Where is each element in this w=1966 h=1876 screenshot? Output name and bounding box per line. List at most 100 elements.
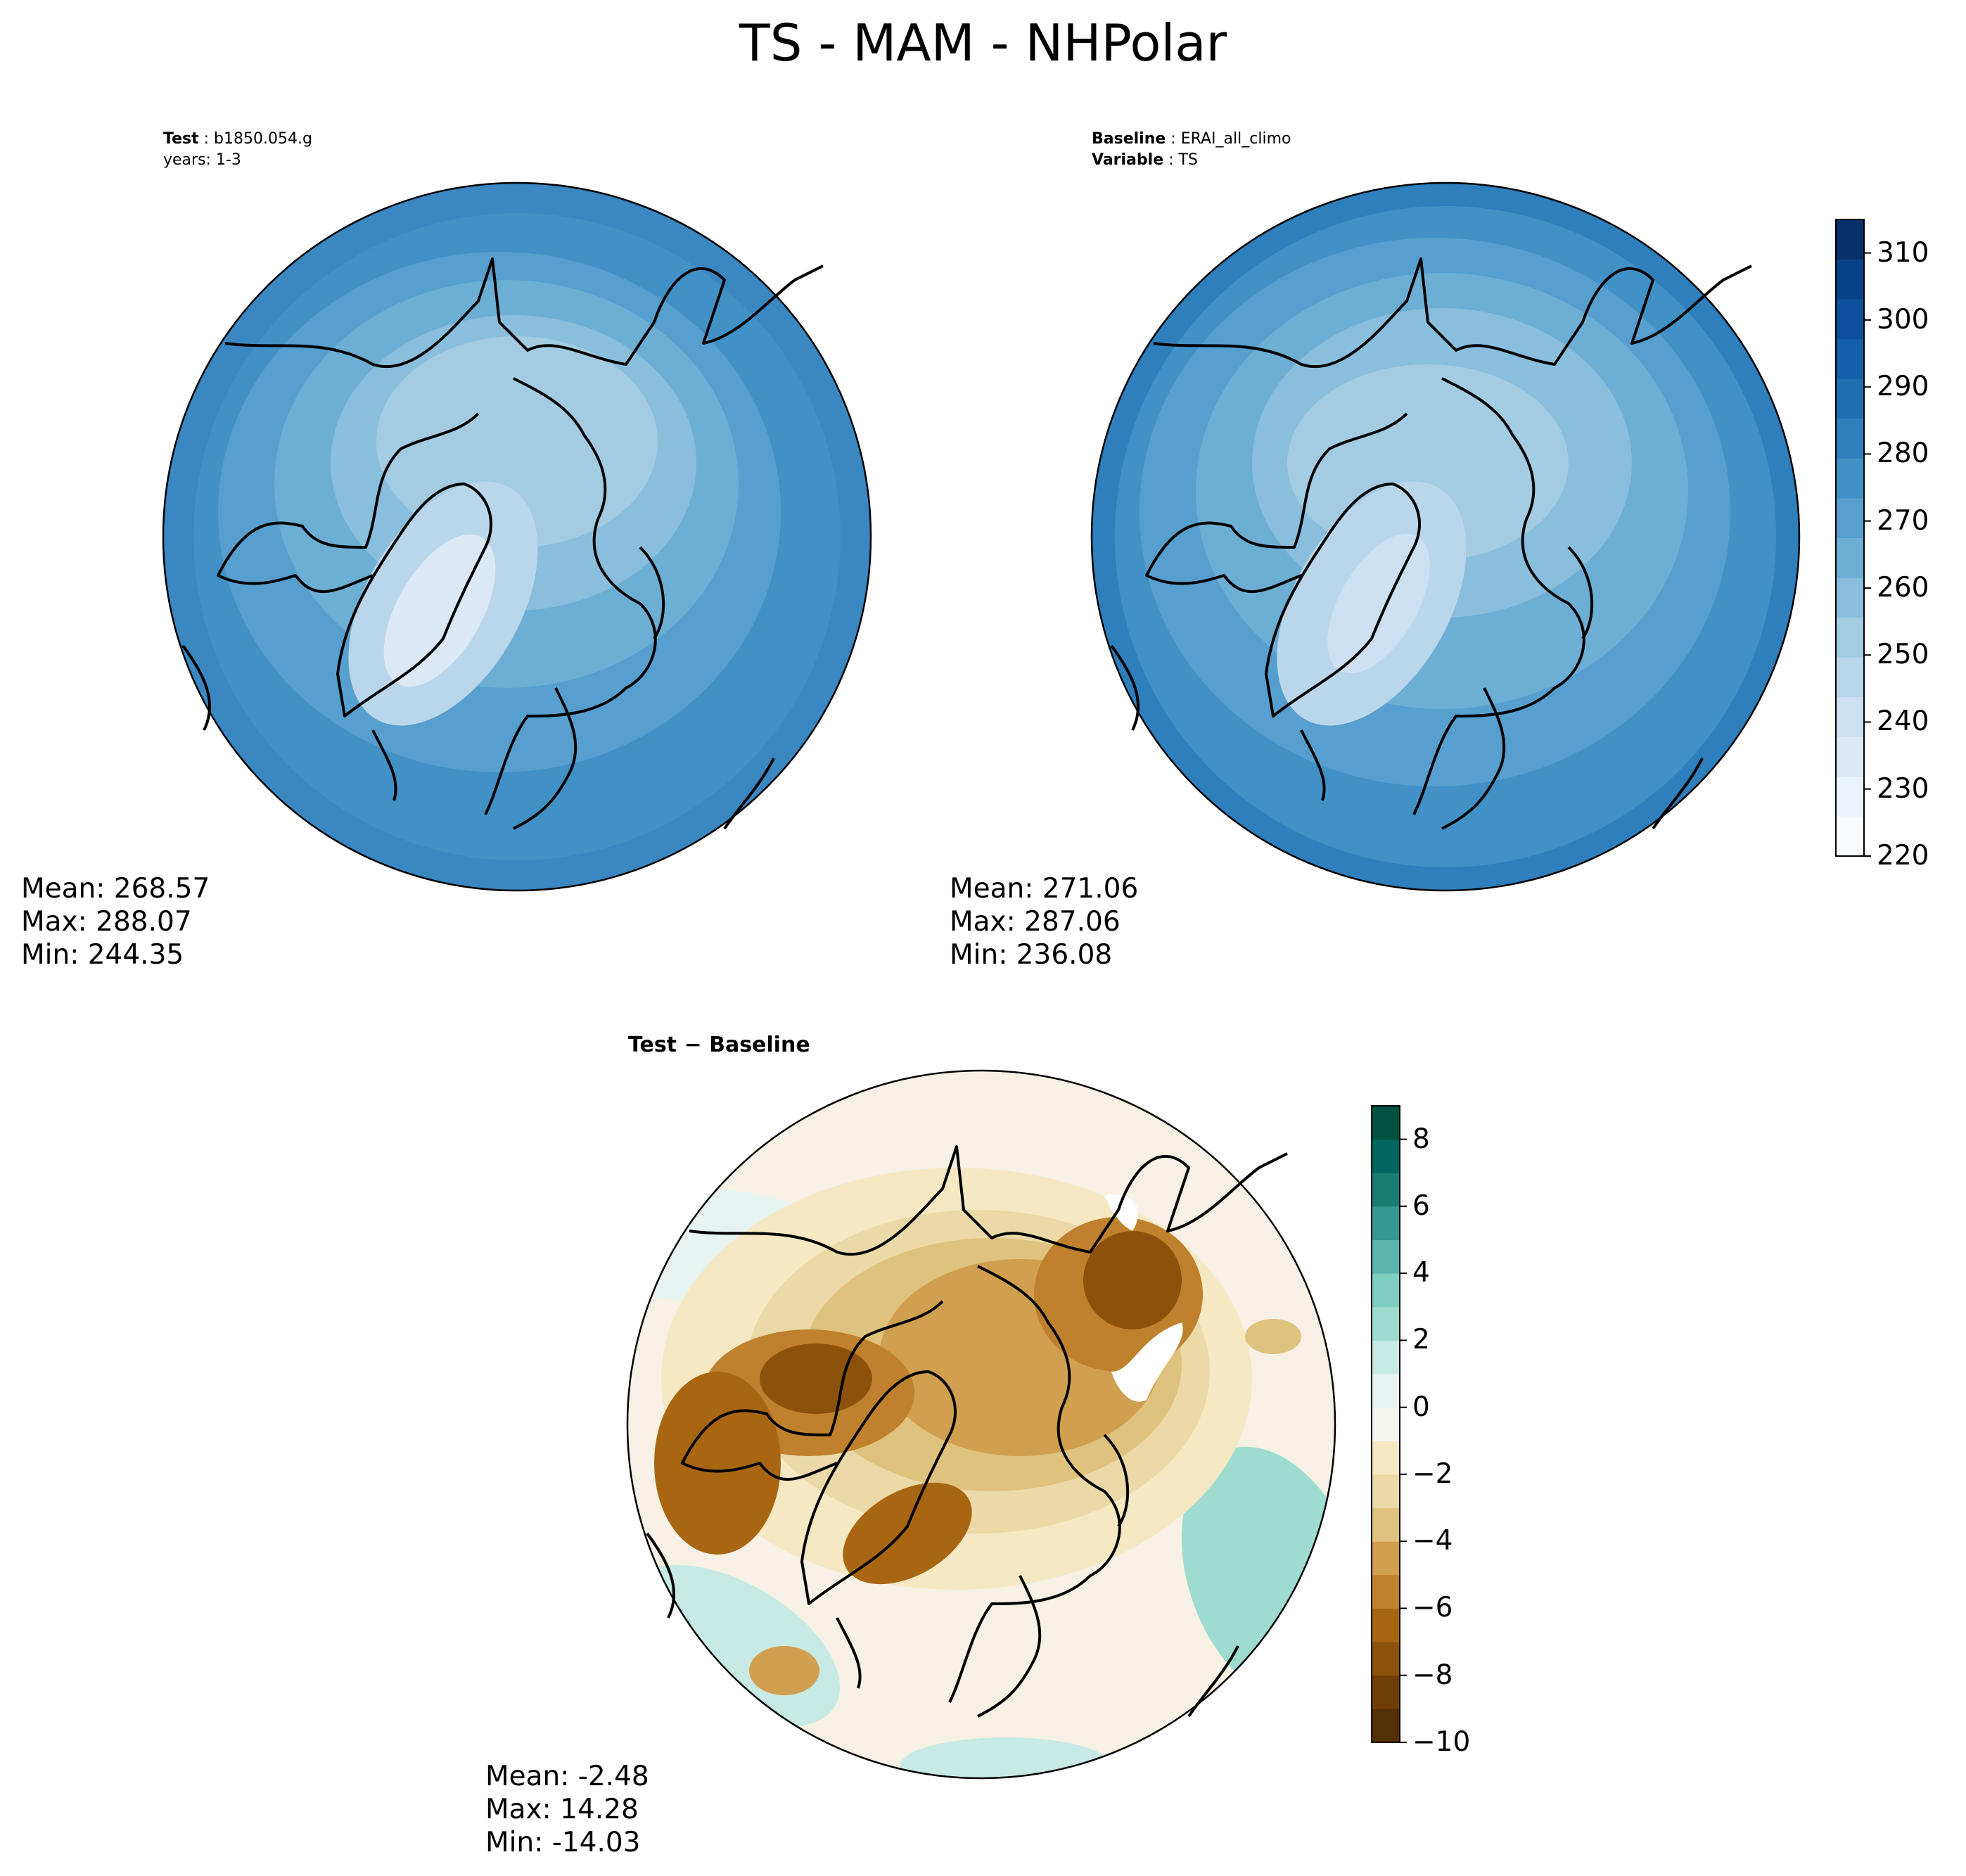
colorbar-bottom-tick-label: −10 <box>1412 1726 1471 1758</box>
colorbar-bottom-segment <box>1372 1574 1400 1609</box>
baseline-map-border <box>1090 181 1801 892</box>
colorbar-bottom-tick-label: −6 <box>1412 1592 1453 1624</box>
colorbar-bottom-tick-label: −4 <box>1412 1525 1453 1557</box>
colorbar-bottom-frame <box>1371 1105 1400 1743</box>
test-stat-mean: Mean: 268.57 <box>21 873 210 905</box>
baseline-stats: Mean: 271.06 Max: 287.06 Min: 236.08 <box>950 872 1138 971</box>
colorbar-bottom-segment <box>1372 1306 1400 1341</box>
colorbar-bottom <box>1371 1105 1407 1743</box>
colorbar-bottom-tick-label: 2 <box>1412 1324 1430 1356</box>
colorbar-top-segment <box>1836 497 1864 538</box>
colorbar-top-segment <box>1836 578 1864 618</box>
diff-title-test: Test <box>628 1033 677 1057</box>
diff-field-far-w <box>654 1372 781 1555</box>
colorbar-top-segment <box>1836 537 1864 578</box>
figure-title: TS - MAM - NHPolar <box>739 13 1227 72</box>
baseline-variable-key: Variable <box>1092 151 1164 169</box>
diff-field-e-spot <box>1245 1319 1301 1354</box>
colorbar-top <box>1835 219 1871 857</box>
diff-stat-min: Min: -14.03 <box>485 1827 641 1858</box>
test-label: Test : b1850.054.g <box>163 130 312 148</box>
diff-stat-max: Max: 14.28 <box>485 1794 639 1825</box>
test-label-value: b1850.054.g <box>214 130 312 148</box>
baseline-label: Baseline : ERAI_all_climo <box>1092 130 1291 148</box>
test-stats: Mean: 268.57 Max: 288.07 Min: 244.35 <box>21 872 210 971</box>
colorbar-bottom-segment <box>1372 1407 1400 1441</box>
test-years: years: 1-3 <box>163 151 241 169</box>
baseline-label-key: Baseline <box>1092 130 1166 148</box>
diff-map <box>626 1069 1336 1780</box>
test-map-border <box>162 181 872 892</box>
colorbar-top-segment <box>1836 617 1864 658</box>
colorbar-bottom-tick-label: −2 <box>1412 1457 1453 1490</box>
diff-title: Test − Baseline <box>628 1033 810 1057</box>
test-stat-min: Min: 244.35 <box>21 939 184 971</box>
colorbar-top-segment <box>1836 657 1864 698</box>
colorbar-top-segment <box>1836 378 1864 419</box>
diff-field-missing-2 <box>1111 1322 1183 1402</box>
diff-field-sw-spot <box>749 1646 819 1695</box>
baseline-coastlines <box>1110 257 1752 830</box>
colorbar-top-segment <box>1836 736 1864 777</box>
test-coastlines <box>181 257 824 830</box>
baseline-variable: Variable : TS <box>1092 151 1198 169</box>
baseline-stat-min: Min: 236.08 <box>950 939 1113 971</box>
test-label-key: Test <box>163 130 199 148</box>
diff-field-w-core <box>760 1344 872 1414</box>
colorbar-bottom-tick-label: 8 <box>1412 1123 1430 1155</box>
colorbar-bottom-segment <box>1372 1709 1400 1743</box>
colorbar-bottom-segment <box>1372 1106 1400 1140</box>
diff-stat-mean: Mean: -2.48 <box>485 1761 649 1792</box>
baseline-label-value: ERAI_all_climo <box>1180 130 1291 148</box>
colorbar-bottom-segment <box>1372 1441 1400 1475</box>
colorbar-top-tick-label: 300 <box>1877 303 1929 336</box>
colorbar-top-tick-label: 310 <box>1877 236 1929 269</box>
test-map <box>162 181 872 892</box>
diff-title-sep: − <box>684 1033 702 1057</box>
diff-map-border <box>626 1069 1336 1780</box>
colorbar-top-segment <box>1836 458 1864 499</box>
diff-field-missing-1 <box>1104 1194 1138 1231</box>
colorbar-bottom-segment <box>1372 1206 1400 1241</box>
colorbar-top-segment <box>1836 299 1864 340</box>
colorbar-top-tick-label: 240 <box>1877 706 1929 738</box>
diff-field-ne-core <box>1083 1231 1182 1329</box>
colorbar-bottom-tick-label: 0 <box>1412 1391 1430 1423</box>
colorbar-top-tick-label: 250 <box>1877 639 1929 671</box>
colorbar-bottom-segment <box>1372 1340 1400 1374</box>
test-field-greenland-core <box>383 534 496 687</box>
baseline-stat-max: Max: 287.06 <box>950 906 1121 938</box>
colorbar-top-segment <box>1836 418 1864 459</box>
colorbar-top-segment <box>1836 816 1864 857</box>
test-stat-max: Max: 288.07 <box>21 906 192 938</box>
colorbar-bottom-tick-label: 6 <box>1412 1189 1430 1222</box>
colorbar-bottom-tick-label: −8 <box>1412 1659 1453 1691</box>
baseline-map <box>1090 181 1801 892</box>
colorbar-top-tick-label: 260 <box>1877 571 1929 604</box>
colorbar-top-segment <box>1836 259 1864 300</box>
colorbar-bottom-segment <box>1372 1374 1400 1408</box>
diff-field-s-teal <box>900 1737 1111 1778</box>
diff-stats: Mean: -2.48 Max: 14.28 Min: -14.03 <box>485 1760 649 1859</box>
colorbar-top-segment <box>1836 776 1864 817</box>
colorbar-top-frame <box>1835 219 1865 857</box>
colorbar-bottom-segment <box>1372 1675 1400 1709</box>
baseline-variable-value: TS <box>1178 151 1198 169</box>
colorbar-bottom-tick-label: 4 <box>1412 1257 1430 1289</box>
colorbar-bottom-segment <box>1372 1173 1400 1207</box>
colorbar-top-tick-label: 280 <box>1877 438 1929 470</box>
colorbar-top-tick-label: 230 <box>1877 772 1929 805</box>
baseline-stat-mean: Mean: 271.06 <box>950 873 1139 905</box>
colorbar-bottom-segment <box>1372 1239 1400 1274</box>
colorbar-bottom-segment <box>1372 1541 1400 1576</box>
colorbar-top-segment <box>1836 338 1864 379</box>
diff-coastlines <box>646 1145 1288 1718</box>
colorbar-top-tick-label: 290 <box>1877 371 1929 403</box>
colorbar-top-tick-label: 220 <box>1877 840 1929 872</box>
colorbar-top-segment <box>1836 696 1864 737</box>
colorbar-top-tick-label: 270 <box>1877 504 1929 537</box>
colorbar-bottom-segment <box>1372 1273 1400 1308</box>
colorbar-bottom-segment <box>1372 1642 1400 1676</box>
colorbar-bottom-segment <box>1372 1139 1400 1173</box>
colorbar-bottom-segment <box>1372 1474 1400 1509</box>
